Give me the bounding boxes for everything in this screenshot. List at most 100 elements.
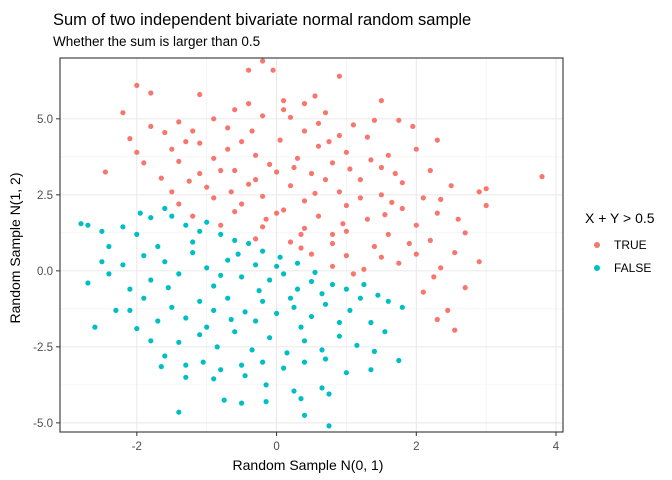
data-point-false	[85, 222, 91, 228]
data-point-true	[364, 134, 370, 140]
data-point-false	[267, 335, 273, 341]
data-point-true	[312, 190, 318, 196]
data-point-false	[155, 318, 161, 324]
data-point-true	[298, 245, 304, 251]
data-point-false	[235, 251, 241, 257]
data-point-false	[308, 278, 315, 285]
data-point-false	[291, 304, 297, 310]
data-point-false	[176, 409, 182, 415]
data-point-true	[176, 119, 182, 125]
data-point-false	[319, 291, 325, 297]
data-point-false	[120, 224, 126, 230]
data-point-false	[382, 329, 388, 335]
data-point-true	[452, 327, 458, 333]
data-point-false	[274, 263, 280, 269]
data-point-true	[301, 128, 308, 134]
data-point-true	[287, 239, 294, 245]
data-point-false	[218, 367, 224, 373]
data-point-false	[134, 231, 140, 237]
data-point-true	[183, 139, 189, 145]
data-point-true	[176, 158, 182, 164]
data-point-false	[190, 239, 196, 245]
data-point-true	[225, 125, 231, 131]
data-point-true	[239, 139, 245, 145]
data-point-true	[169, 146, 175, 152]
legend: X + Y > 0.5 TRUE FALSE	[585, 210, 655, 275]
data-point-true	[329, 263, 336, 269]
data-point-true	[396, 260, 402, 266]
data-point-true	[197, 140, 203, 146]
data-point-false	[242, 309, 248, 315]
data-point-true	[232, 209, 238, 215]
data-point-true	[211, 116, 217, 122]
data-point-false	[127, 307, 133, 313]
data-point-false	[343, 286, 349, 292]
x-tick-label: -2	[132, 441, 142, 453]
data-point-false	[319, 347, 325, 353]
data-point-true	[382, 212, 388, 218]
y-axis-title: Random Sample N(1, 2)	[7, 173, 23, 324]
data-point-true	[413, 222, 419, 228]
data-point-false	[357, 295, 363, 301]
data-point-true	[308, 251, 315, 257]
data-point-false	[260, 248, 266, 254]
data-point-true	[291, 164, 297, 171]
data-point-true	[308, 170, 315, 177]
data-point-false	[322, 301, 329, 307]
data-point-true	[127, 136, 133, 142]
data-point-true	[336, 189, 342, 195]
data-point-false	[242, 373, 248, 379]
data-point-false	[253, 262, 259, 268]
data-point-false	[211, 307, 217, 313]
data-point-false	[176, 339, 182, 345]
data-point-false	[141, 295, 147, 301]
data-point-false	[162, 353, 168, 359]
data-point-true	[350, 122, 356, 128]
data-point-true	[483, 186, 489, 192]
data-point-true	[483, 202, 489, 209]
data-point-true	[326, 139, 332, 145]
data-point-true	[211, 155, 217, 161]
data-point-false	[232, 237, 238, 243]
legend-title: X + Y > 0.5	[585, 210, 655, 226]
data-point-false	[99, 228, 105, 234]
data-point-true	[315, 213, 322, 219]
data-point-true	[102, 169, 108, 175]
data-point-false	[225, 257, 231, 263]
data-point-true	[434, 316, 440, 323]
data-point-true	[287, 114, 294, 120]
data-point-false	[204, 265, 210, 271]
data-point-true	[434, 210, 440, 216]
data-point-true	[476, 189, 482, 195]
data-point-false	[239, 362, 245, 368]
data-point-false	[197, 228, 203, 234]
data-point-false	[148, 338, 154, 344]
data-point-false	[239, 274, 245, 280]
data-point-false	[183, 374, 189, 380]
data-point-true	[315, 120, 322, 126]
data-point-false	[277, 254, 283, 260]
data-point-false	[165, 285, 171, 291]
data-point-true	[357, 195, 363, 201]
data-point-false	[218, 272, 224, 278]
data-point-false	[371, 348, 377, 354]
data-point-true	[148, 90, 154, 96]
data-point-true	[438, 196, 444, 202]
data-point-false	[106, 243, 112, 250]
data-point-true	[274, 169, 280, 175]
data-point-false	[375, 292, 381, 298]
data-point-true	[438, 265, 444, 271]
data-point-true	[277, 137, 283, 143]
data-point-true	[218, 222, 224, 228]
data-point-false	[260, 298, 266, 304]
data-point-false	[263, 399, 269, 405]
data-point-true	[267, 161, 273, 167]
data-point-true	[197, 91, 203, 98]
data-point-true	[253, 177, 259, 183]
data-point-false	[396, 357, 402, 364]
chart-title: Sum of two independent bivariate normal …	[53, 11, 471, 29]
data-point-true	[322, 110, 329, 116]
data-point-true	[162, 129, 168, 136]
data-point-true	[385, 152, 391, 158]
